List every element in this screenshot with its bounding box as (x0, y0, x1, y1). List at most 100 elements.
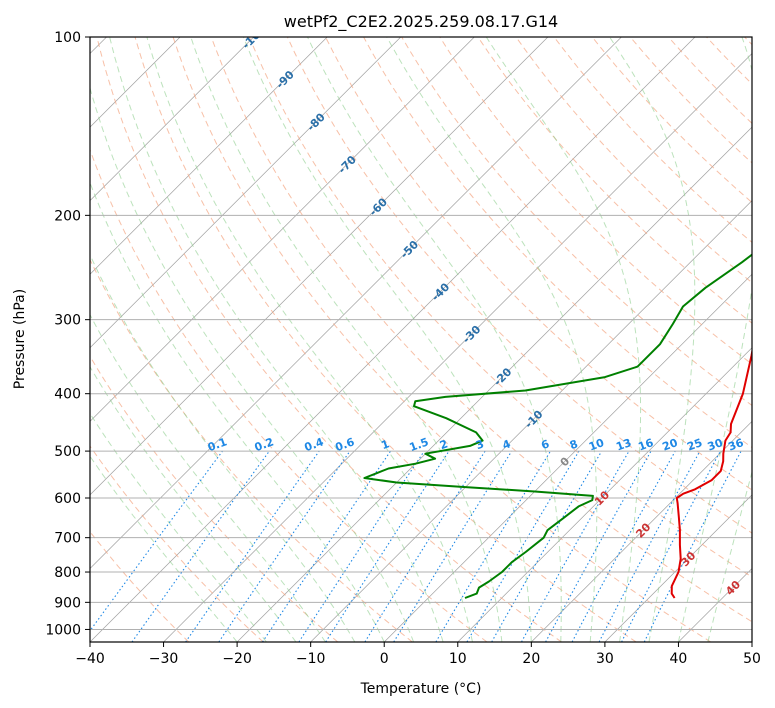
mixing-ratio-label: 0.2 (253, 435, 276, 454)
x-tick-label: −20 (222, 651, 252, 667)
mixing-ratio-label: 13 (614, 436, 633, 453)
mixing-ratio-label: 36 (726, 436, 745, 454)
mixing-ratio-line (521, 450, 630, 642)
mixing-ratio-label: 30 (706, 436, 725, 454)
isotherm-line (678, 567, 752, 642)
mixing-ratio-label: 0.1 (206, 435, 229, 454)
mixing-ratio-label: 16 (636, 436, 655, 454)
y-tick-label: 300 (54, 313, 81, 329)
y-tick-label: 900 (54, 595, 81, 611)
dry-adiabat-line (96, 37, 562, 642)
isotherm-label: -20 (491, 365, 514, 388)
profiles (363, 253, 752, 599)
mixing-ratio-line (325, 450, 450, 642)
isotherm-label: -70 (336, 153, 359, 176)
dry-adiabat-line (325, 37, 752, 491)
isotherm-line (90, 37, 254, 202)
background-lines (90, 37, 752, 642)
dry-adiabat-line (515, 37, 752, 284)
mixing-ratio-line (393, 450, 513, 642)
mixing-ratio-label: 1 (380, 437, 392, 452)
chart-title: wetPf2_C2E2.2025.259.08.17.G14 (284, 12, 558, 32)
y-tick-label: 100 (54, 30, 81, 46)
moist-adiabat-line (109, 37, 444, 642)
x-axis-label: Temperature (°C) (360, 681, 482, 697)
moist-adiabat-line (190, 37, 503, 642)
isotherm-line (236, 126, 752, 642)
dry-adiabat-line (439, 37, 752, 365)
pressure-gridlines (90, 37, 752, 630)
isotherm-line (90, 37, 696, 642)
moist-adiabat-line (90, 313, 326, 642)
mixing-ratio-line (185, 450, 320, 642)
x-tick-label: 30 (596, 651, 614, 667)
moist-adiabat-line (707, 470, 752, 642)
isotherm-label: -40 (429, 280, 452, 303)
isotherm-label: -30 (460, 323, 483, 346)
x-tick-label: 50 (743, 651, 761, 667)
moist-adiabat-line (90, 455, 238, 642)
isotherm-line (457, 347, 752, 642)
y-tick-label: 800 (54, 565, 81, 581)
dry-adiabat-line (90, 258, 413, 642)
dry-adiabat-line (210, 37, 752, 623)
dry-adiabat-line (90, 530, 190, 642)
isotherm-line (90, 37, 402, 349)
mixing-ratio-line (364, 450, 486, 642)
dry-adiabat-label: 40 (723, 578, 743, 598)
x-tick-label: 0 (380, 651, 389, 667)
dry-adiabat-line (172, 37, 712, 642)
mixing-ratio-line (131, 450, 270, 642)
moist-adiabat-line (90, 253, 356, 642)
x-axis-ticks: −40 −30 −20 −10 0 10 20 30 40 50 (75, 642, 761, 667)
dry-adiabat-line (744, 37, 752, 46)
isotherm-line (90, 37, 622, 569)
y-tick-label: 200 (54, 208, 81, 224)
isotherm-line (163, 53, 752, 642)
isotherm-label: -50 (398, 238, 421, 261)
isotherm-line (751, 641, 752, 642)
temperature-profile (670, 347, 752, 599)
dry-adiabat-line (134, 37, 637, 642)
mixing-ratio-line (571, 450, 676, 642)
y-tick-label: 1000 (45, 622, 81, 638)
mixing-ratio-label: 3 (474, 437, 486, 452)
moist-adiabat-line (485, 37, 642, 642)
y-axis-label: Pressure (hPa) (12, 289, 28, 389)
dry-adiabat-line (668, 37, 752, 125)
isotherm-line (90, 37, 549, 496)
mixing-ratio-line (218, 450, 351, 642)
y-tick-label: 700 (54, 531, 81, 547)
dry-adiabat-line (401, 37, 752, 407)
mixing-ratio-label: 8 (568, 437, 580, 452)
moist-adiabat-line (242, 37, 532, 642)
isotherm-label: -80 (305, 110, 328, 133)
mixing-ratio-line (545, 450, 652, 642)
mixing-ratio-line (643, 450, 742, 642)
x-tick-label: −40 (75, 651, 105, 667)
dewpoint-profile (363, 253, 752, 599)
y-axis-ticks: 100 200 300 400 500 600 700 800 900 1000 (45, 30, 90, 638)
moist-adiabat-line (90, 412, 267, 642)
mixing-ratio-line (298, 450, 425, 642)
dry-adiabat-line (90, 445, 264, 642)
dry-adiabat-line (90, 148, 488, 642)
mixing-ratio-label: 2 (438, 437, 450, 452)
dry-adiabat-line (706, 37, 752, 85)
isotherm-label: 0 (558, 454, 573, 469)
isotherm-label: -10 (522, 408, 545, 431)
isotherm-line (90, 37, 328, 275)
mixing-ratio-label: 20 (661, 436, 680, 454)
x-tick-label: 20 (522, 651, 540, 667)
mixing-ratio-line (491, 450, 603, 642)
y-tick-label: 400 (54, 387, 81, 403)
plot-frame (89, 36, 753, 643)
x-tick-label: −30 (149, 651, 179, 667)
moist-adiabat-line (90, 181, 385, 642)
moist-adiabat-line (677, 37, 752, 642)
mixing-ratio-label: 0.4 (303, 435, 326, 454)
dry-adiabat-line (591, 37, 752, 204)
x-tick-label: 40 (670, 651, 688, 667)
isotherm-line (90, 37, 475, 422)
